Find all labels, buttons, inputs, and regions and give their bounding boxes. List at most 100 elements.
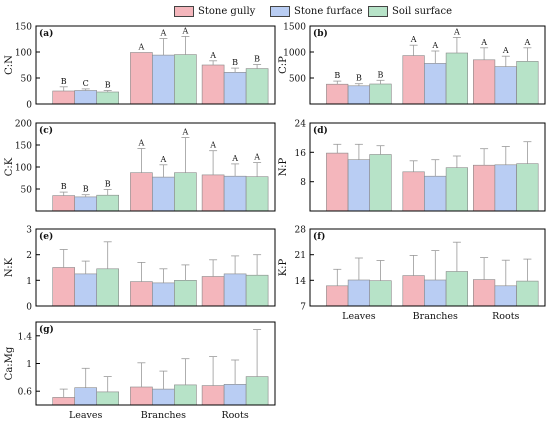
significance-letter-soil-surface-leaves: B	[378, 70, 384, 79]
bar-stone-gully-branches	[130, 52, 153, 105]
significance-letter-soil-surface-roots: A	[524, 38, 531, 47]
y-tick-label-c: 100	[15, 164, 32, 174]
y-tick-label-e: 3	[26, 226, 32, 236]
legend-label-soil-surface: Soil surface	[392, 5, 452, 17]
y-tick-label-c: 50	[21, 186, 33, 196]
bar-stone-furface-leaves	[74, 273, 97, 307]
y-tick-label-c: 150	[15, 142, 32, 152]
bar-soil-surface-branches	[174, 54, 197, 105]
plot-frame-f	[309, 228, 546, 307]
bar-stone-gully-roots	[472, 279, 496, 307]
y-axis-label-a: C:N	[4, 55, 15, 75]
y-tick-label-e: 2	[26, 251, 32, 261]
legend-item-stone-furface: Stone furface	[270, 4, 363, 18]
significance-letter-stone-furface-roots: A	[231, 154, 238, 163]
bar-stone-furface-roots	[494, 164, 517, 212]
plot-frame-b	[309, 25, 546, 105]
bar-stone-gully-leaves	[52, 397, 76, 406]
bar-stone-furface-roots	[223, 383, 247, 406]
bar-stone-gully-branches	[402, 275, 425, 307]
y-axis-label-g: Ca:Mg	[4, 346, 15, 380]
significance-letter-stone-gully-leaves: B	[334, 71, 340, 80]
bar-stone-furface-leaves	[74, 387, 97, 406]
y-tick-label-g: 1.4	[18, 332, 33, 342]
bar-stone-gully-roots	[201, 64, 225, 105]
bar-soil-surface-branches	[445, 271, 469, 307]
panel-label-c: (c)	[39, 125, 53, 136]
bar-stone-gully-roots	[472, 164, 496, 212]
significance-letter-stone-gully-roots: A	[209, 51, 216, 60]
legend-item-stone-gully: Stone gully	[174, 4, 255, 18]
bar-stone-gully-roots	[472, 59, 496, 105]
bar-soil-surface-roots	[245, 68, 269, 105]
panel-a: B A A C A B B A B 0 50 100 150 C:N (a)	[4, 23, 276, 111]
y-tick-label-b: 500	[289, 75, 306, 85]
bar-stone-furface-branches	[152, 282, 175, 307]
bar-stone-furface-branches	[424, 63, 447, 105]
significance-letter-soil-surface-roots: B	[254, 55, 260, 64]
x-tick-label-f-roots: Roots	[492, 311, 519, 322]
panel-label-d: (d)	[313, 125, 328, 136]
bar-soil-surface-branches	[174, 279, 197, 307]
y-axis-label-b: C:P	[278, 56, 289, 74]
panel-f: 7 14 21 28 K:P (f) Leaves Branches Roots	[278, 226, 546, 322]
significance-letter-stone-gully-branches: A	[138, 139, 145, 148]
significance-letter-stone-gully-roots: A	[480, 38, 487, 47]
y-tick-label-e: 1	[26, 277, 32, 287]
bar-stone-gully-branches	[130, 281, 153, 307]
plot-frame-a	[35, 25, 276, 105]
panel-c: B A A B A A B A A 50 100 150 200 C:K (c)	[4, 120, 276, 212]
panel-label-g: (g)	[39, 324, 54, 335]
significance-letter-soil-surface-branches: A	[453, 27, 460, 36]
legend-item-soil-surface: Soil surface	[368, 4, 452, 18]
bar-stone-gully-branches	[402, 55, 425, 105]
significance-letter-stone-furface-leaves: B	[83, 185, 89, 194]
significance-letter-soil-surface-leaves: B	[105, 81, 111, 90]
panel-g: 0.6 1 1.4Ca:Mg (g) Leaves Branches Roots	[4, 321, 276, 421]
bar-soil-surface-leaves	[369, 154, 392, 212]
legend-swatch-soil-surface	[368, 5, 388, 17]
significance-letter-stone-furface-leaves: C	[83, 79, 89, 88]
y-axis-label-f: K:P	[278, 258, 289, 276]
bar-stone-gully-branches	[402, 171, 425, 212]
bar-soil-surface-leaves	[96, 268, 119, 307]
x-tick-label-f-branches: Branches	[413, 311, 458, 322]
significance-letter-stone-gully-roots: A	[209, 141, 216, 150]
panel-e: 0 1 2 3 N:K (e)	[4, 226, 276, 313]
y-tick-label-a: 100	[15, 49, 32, 59]
y-tick-label-d: 16	[295, 149, 307, 159]
bar-soil-surface-leaves	[369, 280, 392, 307]
bar-soil-surface-branches	[174, 172, 197, 212]
bar-soil-surface-leaves	[369, 83, 392, 105]
significance-letter-stone-gully-leaves: B	[61, 77, 67, 86]
bar-soil-surface-branches	[445, 52, 469, 105]
plot-frame-d	[309, 122, 546, 212]
bar-stone-furface-roots	[494, 66, 517, 105]
y-tick-label-g: 0.6	[18, 388, 33, 398]
y-tick-label-f: 14	[295, 277, 307, 287]
significance-letter-stone-gully-branches: A	[138, 43, 145, 52]
bar-stone-furface-leaves	[347, 279, 371, 307]
panel-label-b: (b)	[313, 28, 328, 39]
bar-soil-surface-leaves	[96, 194, 119, 212]
bar-soil-surface-leaves	[96, 91, 119, 105]
bar-soil-surface-leaves	[96, 391, 119, 406]
significance-letter-soil-surface-branches: A	[182, 26, 189, 35]
y-tick-label-f: 28	[295, 226, 307, 236]
legend-label-stone-gully: Stone gully	[198, 5, 256, 17]
y-tick-label-f: 7	[300, 303, 306, 313]
bar-soil-surface-roots	[516, 61, 539, 105]
bar-stone-furface-leaves	[347, 159, 371, 212]
legend-swatch-stone-gully	[174, 5, 194, 17]
bar-stone-gully-roots	[201, 385, 225, 406]
bar-stone-gully-leaves	[52, 195, 76, 212]
bar-stone-furface-leaves	[74, 196, 97, 212]
panel-b: B A A B A A B A A 500 1000 1500 C:P (b)	[278, 23, 546, 105]
y-axis-label-c: C:K	[4, 157, 15, 176]
bar-stone-furface-leaves	[347, 85, 371, 105]
bar-soil-surface-roots	[245, 274, 269, 307]
y-tick-label-g: 1	[26, 360, 32, 370]
legend-label-stone-furface: Stone furface	[294, 5, 363, 17]
bar-soil-surface-roots	[245, 376, 269, 406]
